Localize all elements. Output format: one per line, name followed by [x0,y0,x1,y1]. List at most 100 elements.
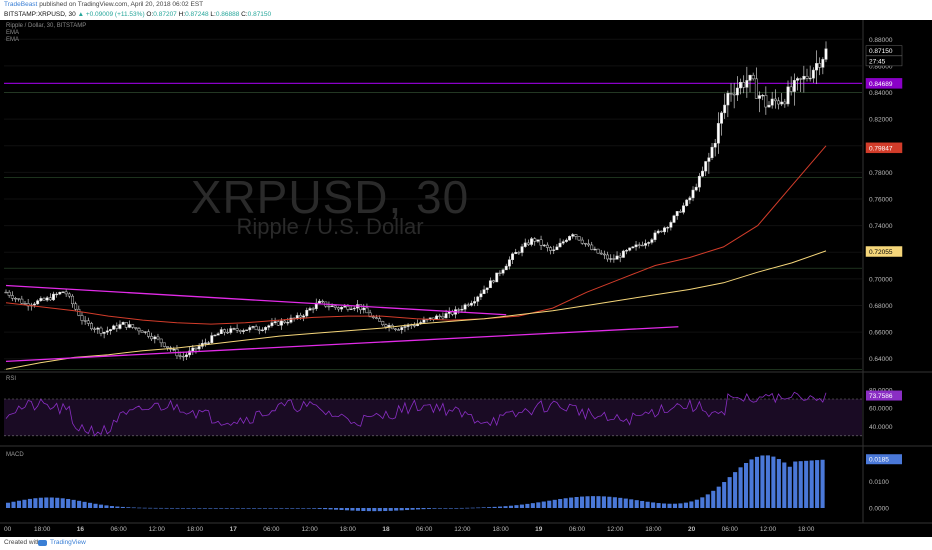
candle-body [238,330,242,332]
ema-slow-line [5,250,827,370]
candle-body [542,244,546,247]
time-tick-label: 19 [535,526,543,533]
watermark-name: Ripple / U.S. Dollar [236,214,424,239]
candle-body [99,327,103,334]
candle-body [67,293,71,297]
macd-bar [656,503,661,508]
macd-bar [366,508,371,512]
macd-bar [426,508,432,509]
open-label: O: [146,11,154,18]
candle-body [517,252,521,254]
macd-bar [93,503,98,508]
candle-body [438,315,442,318]
candle-body [153,336,157,340]
macd-bar [645,501,650,508]
candle-body [640,244,644,247]
macd-bar [405,508,410,511]
candle-body [463,304,467,310]
candle-body [644,243,647,246]
candle-body [488,280,492,289]
candle-body [720,112,723,124]
macd-bar [733,472,738,508]
macd-bar [355,508,360,511]
macd-bar [629,499,634,508]
time-tick-label: 17 [230,526,238,533]
candle-body [444,313,448,319]
time-tick-label: 18:00 [645,526,662,533]
candle-body [77,308,81,316]
candle-body [23,303,27,305]
macd-bar [437,508,442,509]
candle-body [735,87,739,96]
candle-body [257,329,261,331]
candle-body [704,161,708,172]
candle-body [558,242,562,248]
macd-bar [71,499,76,508]
rsi-line [5,391,827,437]
candle-body [441,316,445,319]
high-label: H: [178,11,186,18]
candle-body [156,336,160,340]
candle-body [789,86,793,92]
candle-body [384,324,388,328]
candle-body [476,296,480,302]
macd-bar [153,507,158,509]
macd-bar [519,504,524,508]
macd-bar [738,467,743,508]
candle-body [457,309,461,311]
candle-body [666,227,670,229]
macd-bar [377,508,382,512]
chart-area[interactable]: 0.880000.860000.840000.820000.800000.780… [0,20,932,537]
macd-bar [11,501,16,508]
macd-bar [252,508,257,509]
macd-bar [421,508,426,510]
candle-body [606,254,609,260]
macd-bar [541,501,546,508]
candle-body [102,331,106,334]
candle-body [251,326,255,328]
macd-bar [191,507,196,509]
chart-canvas[interactable]: 0.880000.860000.840000.820000.800000.780… [0,20,932,537]
macd-bar [612,497,617,508]
macd-bar [208,507,213,509]
macd-bar [700,497,705,508]
macd-bar [159,507,164,509]
tradingview-logo-icon [38,540,47,546]
ema-fast-line [5,145,827,325]
candle-body [359,304,363,311]
candle-body [216,333,220,336]
macd-bar [776,459,781,508]
tradingview-link[interactable]: TradingView [50,539,86,546]
author-link[interactable]: TradeBeast [4,1,38,8]
macd-bar [672,503,678,508]
candle-body [150,336,154,340]
candle-body [792,80,796,92]
candle-body [308,308,312,311]
candle-body [346,306,350,310]
candle-body [365,307,369,314]
candle-body [523,242,527,247]
macd-label: MACD [6,452,24,458]
candle-body [713,142,717,148]
rsi-band [4,399,862,436]
price-tick-label: 0.74000 [869,223,893,230]
candle-body [574,234,578,237]
candle-body [295,315,299,319]
macd-bar [383,508,388,512]
candle-body [580,239,584,244]
macd-bar [443,508,448,509]
macd-bar [749,459,754,508]
time-tick-label: 18:00 [798,526,815,533]
candle-body [678,211,682,213]
candle-body [412,325,416,327]
price-badge-label: 0.84689 [869,81,893,88]
macd-badge [866,454,902,465]
candle-body [764,95,768,108]
candle-body [625,250,628,252]
price-badge [865,246,903,257]
rsi-label: RSI [6,376,17,382]
candle-body [799,78,803,80]
publish-header: TradeBeast published on TradingView.com,… [0,0,932,20]
candle-body [86,320,90,324]
macd-bar [580,496,585,508]
